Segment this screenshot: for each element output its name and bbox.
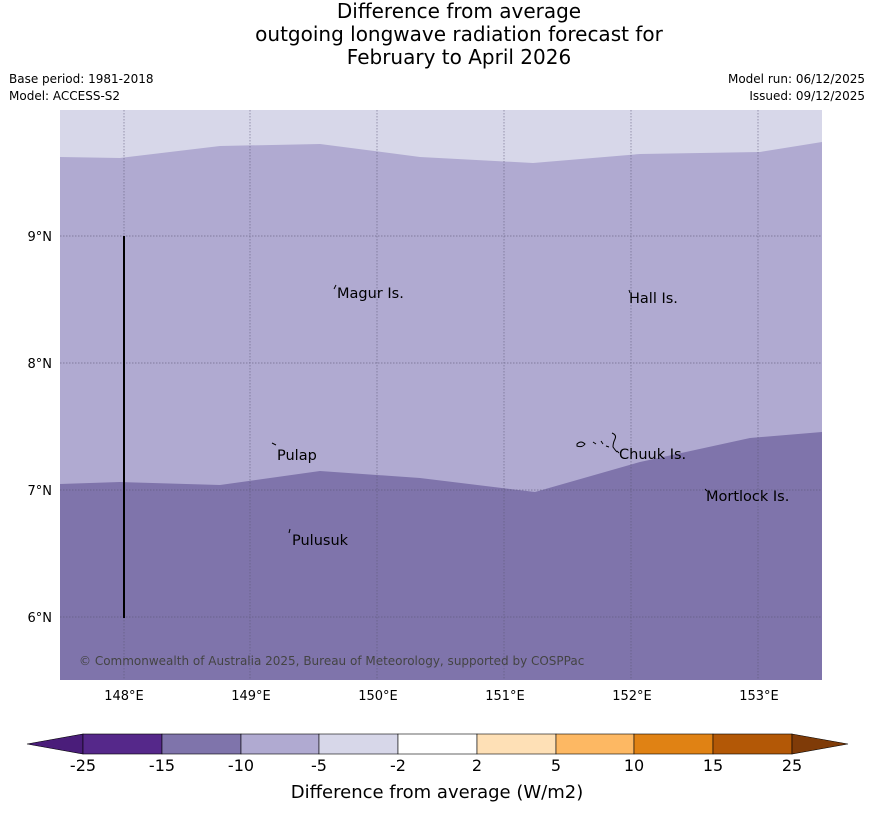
longitude-labels: 148°E 149°E 150°E 151°E 152°E 153°E [104, 689, 779, 704]
title-line-3: February to April 2026 [346, 45, 572, 69]
colorbar-tick: -10 [228, 756, 254, 775]
colorbar-tick: 15 [703, 756, 723, 775]
colorbar-tick: 10 [624, 756, 644, 775]
region-below-15 [60, 432, 822, 680]
lon-label: 151°E [485, 689, 525, 704]
base-period: Base period: 1981-2018 [9, 72, 154, 86]
island-outlines [271, 284, 708, 534]
colorbar-segment [712, 733, 793, 755]
colorbar-tick: -5 [311, 756, 327, 775]
colorbar-segment [397, 733, 478, 755]
model-run: Model run: 06/12/2025 [727, 72, 865, 86]
colorbar-segment [82, 733, 163, 755]
colorbar-title: Difference from average (W/m2) [291, 782, 583, 803]
lat-label: 8°N [28, 357, 53, 372]
colorbar-segment [476, 733, 557, 755]
colorbar-tick: 25 [782, 756, 802, 775]
copyright-notice: © Commonwealth of Australia 2025, Bureau… [79, 654, 584, 668]
lat-label: 6°N [28, 611, 53, 626]
meta-right: Model run: 06/12/2025 Issued: 09/12/2025 [728, 71, 865, 105]
lon-label: 152°E [612, 689, 652, 704]
hall-island-shape [628, 289, 631, 294]
place-label: Mortlock Is. [706, 489, 789, 505]
colorbar-segment [633, 733, 714, 755]
place-label: Pulusuk [292, 533, 349, 549]
colorbar-tick: -25 [70, 756, 96, 775]
lon-label: 148°E [104, 689, 144, 704]
colorbar-segment [240, 733, 320, 755]
colorbar-left-extension [26, 733, 84, 755]
place-label: Magur Is. [337, 286, 404, 302]
colorbar-segment [555, 733, 635, 755]
title-line-1: Difference from average [336, 0, 582, 23]
place-label: Pulap [277, 448, 317, 464]
issued-date: Issued: 09/12/2025 [749, 89, 865, 103]
magur-island-shape [333, 284, 337, 290]
latitude-labels: 9°N 8°N 7°N 6°N [28, 230, 53, 626]
map-title: Difference from average outgoing longwav… [0, 0, 873, 69]
pulusuk-island-shape [288, 528, 291, 534]
lon-label: 150°E [358, 689, 398, 704]
colorbar-tick: -2 [390, 756, 406, 775]
lon-label: 153°E [739, 689, 779, 704]
map-panel: Magur Is. Hall Is. Pulap Chuuk Is. Mortl… [60, 110, 822, 680]
pulap-island-shape [271, 442, 277, 446]
meta-left: Base period: 1981-2018 Model: ACCESS-S2 [9, 71, 154, 105]
colorbar-tick: 2 [472, 756, 482, 775]
colorbar-segment [318, 733, 399, 755]
lat-label: 7°N [28, 484, 53, 499]
colorbar-tick: 5 [551, 756, 561, 775]
place-label: Hall Is. [629, 291, 678, 307]
place-label: Chuuk Is. [619, 447, 686, 463]
colorbar-tick: -15 [149, 756, 175, 775]
lat-label: 9°N [28, 230, 53, 245]
colorbar-right-extension [791, 733, 849, 755]
chuuk-island-shape [576, 432, 620, 454]
mortlock-island-shape [704, 488, 708, 492]
colorbar-segment [161, 733, 242, 755]
lon-label: 149°E [231, 689, 271, 704]
title-line-2: outgoing longwave radiation forecast for [255, 22, 663, 46]
model-name: Model: ACCESS-S2 [9, 89, 121, 103]
colorbar: -25 -15 -10 -5 -2 2 5 10 15 25 Differenc… [26, 733, 849, 803]
